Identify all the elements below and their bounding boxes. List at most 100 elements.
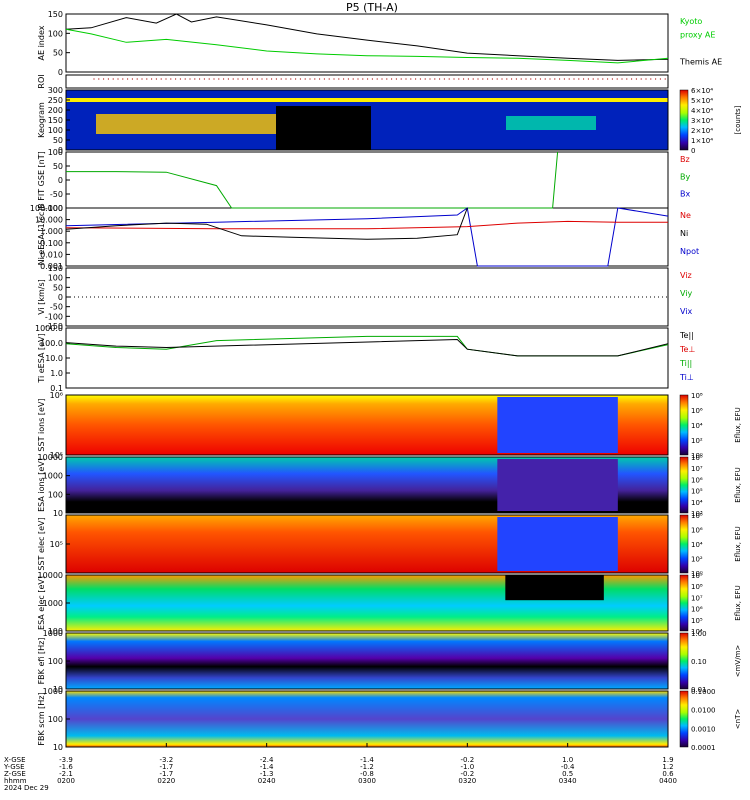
fbk_e-ylabel: FBK efi [Hz]	[37, 638, 46, 685]
roi-dot	[199, 78, 201, 80]
roi-dot	[443, 78, 445, 80]
roi-dot	[559, 78, 561, 80]
fbk_b-ylabel: FBK scm [Hz]	[37, 692, 46, 745]
sst_i-ylabel: SST ions [eV]	[37, 398, 46, 451]
vi-ylabel: Vi [km/s]	[37, 279, 46, 315]
roi-dot	[333, 78, 335, 80]
ni-legend-entry: Ni	[680, 229, 688, 238]
ti-tick-label: 1000.0	[35, 324, 63, 333]
time-axis-tick-label: 0400	[659, 777, 677, 785]
ni-tick-label: 1.000	[40, 227, 63, 236]
esa_e-colorbar-label: 10⁴	[691, 628, 703, 636]
roi-dot	[338, 78, 340, 80]
keogram-colorbar-label: 2×10⁴	[691, 127, 713, 135]
roi-dot	[506, 78, 508, 80]
roi-dot	[136, 78, 138, 80]
roi-dot	[237, 78, 239, 80]
vi-tick-label: 50	[53, 283, 63, 292]
esa_i-colorbar-label: 10⁴	[691, 499, 703, 507]
keogram-tick-label: 0	[58, 146, 63, 155]
sst_e-sheath-region	[497, 517, 618, 571]
roi-dot	[309, 78, 311, 80]
keogram-colorbar-label: 5×10⁴	[691, 97, 713, 105]
roi-dot	[400, 78, 402, 80]
ti-legend-entry: Ti⊥	[679, 373, 694, 382]
roi-dot	[448, 78, 450, 80]
fbk_b-colorbar-label: 0.0100	[691, 707, 716, 715]
ni-ylabel: Ni eESA [1/cc]	[37, 209, 46, 266]
fbk_b-spectrogram	[66, 691, 668, 747]
time-axis-tick-label: -1.6	[59, 763, 73, 771]
keogram-aurora-blob	[506, 116, 596, 130]
keogram-colorbar	[679, 89, 689, 151]
ni-tick-label: 0.010	[40, 250, 63, 259]
roi-dot	[175, 78, 177, 80]
roi-dot	[631, 78, 633, 80]
roi-dot	[112, 78, 114, 80]
fbk_e-tick-label: 1000	[43, 629, 63, 638]
ti-legend-entry: Te⊥	[679, 345, 695, 354]
roi-dot	[395, 78, 397, 80]
time-axis-tick-label: -0.4	[561, 763, 575, 771]
roi-dot	[539, 78, 542, 80]
roi-dot	[299, 78, 301, 80]
ti-ylabel: Ti eESA [eV]	[37, 333, 46, 383]
roi-dot	[280, 78, 282, 80]
roi-dot	[251, 78, 253, 80]
esa_e-colorbar-label: 10⁸	[691, 583, 703, 591]
roi-dot	[319, 78, 321, 80]
sst_e-colorbar-label: 10²	[691, 556, 703, 564]
roi-dot	[496, 78, 498, 80]
vi-tick-label: 100	[48, 274, 63, 283]
roi-dot	[127, 78, 129, 80]
fbk_e-colorbar-label: 0.10	[691, 658, 707, 666]
sst_e-tick-label: 10⁵	[50, 540, 63, 549]
keogram-colorbar-label: 4×10⁴	[691, 107, 713, 115]
roi-dot	[203, 78, 205, 80]
fbk_e-colorbar	[679, 632, 689, 690]
roi-dot	[170, 78, 172, 80]
roi-dot	[386, 78, 388, 80]
ae-legend-entry: proxy AE	[680, 31, 715, 40]
esa_i-tick-label: 1000	[43, 472, 63, 481]
roi-dot	[650, 78, 652, 80]
time-axis-tick-label: 0220	[157, 777, 175, 785]
sst_e-colorbar-label: 10⁶	[691, 527, 703, 535]
ti-tick-label: 1.0	[50, 369, 63, 378]
roi-dot	[472, 78, 474, 80]
roi-dot	[261, 78, 263, 80]
ti-tick-label: 100.0	[40, 339, 63, 348]
roi-dot	[352, 78, 354, 80]
esa_i-colorbar-label: 10⁷	[691, 465, 703, 473]
esa_e-colorbar-label: 10⁷	[691, 594, 703, 602]
roi-dot	[103, 78, 105, 80]
vi-legend-entry: Vix	[680, 307, 693, 316]
roi-dot	[439, 78, 441, 80]
ae-ylabel: AE index	[37, 25, 46, 60]
ae-series-kyoto-proxy-ae	[65, 28, 669, 64]
bfit-tick-label: 100	[48, 148, 63, 157]
plot-title: P5 (TH-A)	[346, 1, 398, 14]
esa_i-colorbar-label: 10⁶	[691, 476, 703, 484]
esa_i-tick-label: 10000	[38, 453, 63, 462]
roi-dot	[640, 78, 642, 80]
roi-dot	[323, 78, 325, 80]
time-axis-tick-label: -1.0	[460, 763, 474, 771]
ni-tick-label: 10.000	[35, 216, 63, 225]
roi-dot	[357, 78, 359, 80]
esa_e-colorbar-label: 10⁵	[691, 617, 703, 625]
sst_e-colorbar-label: 10⁸	[691, 512, 703, 520]
keogram-tick-label: 150	[48, 116, 63, 125]
fbk_e-spectrogram	[66, 633, 668, 689]
time-axis-row-label: hhmm	[4, 777, 27, 785]
roi-dot	[367, 78, 369, 80]
time-axis-tick-label: 1.2	[662, 763, 673, 771]
ti-legend-entry: Te||	[679, 331, 694, 340]
time-axis-tick-label: 0200	[57, 777, 75, 785]
roi-dot	[122, 78, 124, 80]
sst_i-colorbar-label: 10⁸	[691, 392, 703, 400]
roi-dot	[664, 78, 666, 80]
bfit-legend-entry: By	[680, 172, 690, 181]
roi-dot	[568, 78, 570, 80]
